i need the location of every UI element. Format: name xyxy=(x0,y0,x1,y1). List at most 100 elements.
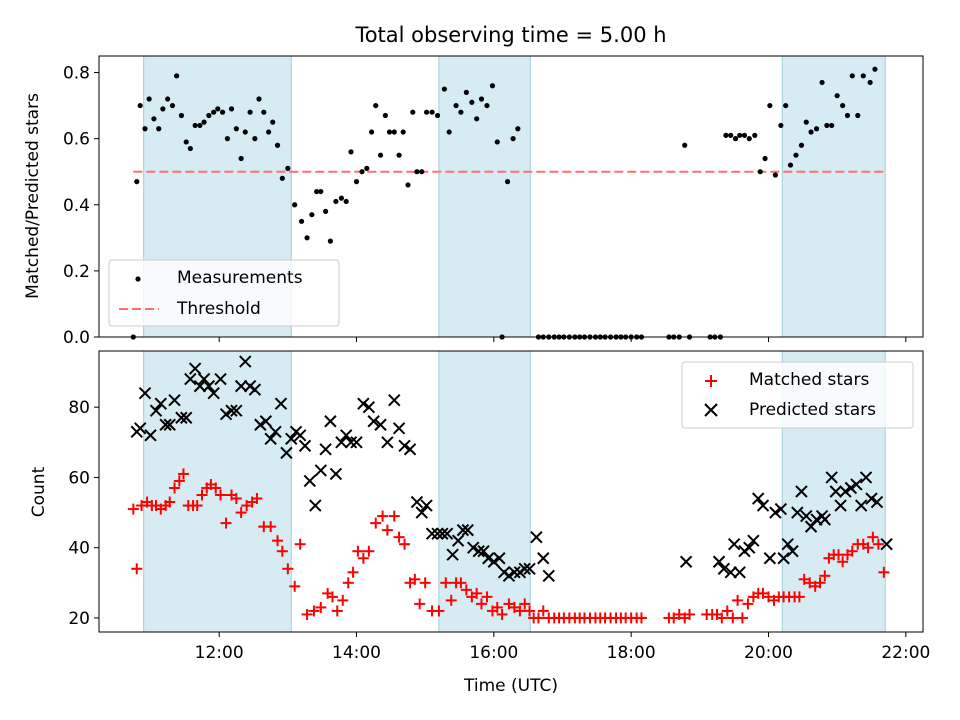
legend-predicted-marker xyxy=(704,403,718,417)
predicted-star-point xyxy=(133,422,147,435)
predicted-star-point xyxy=(362,400,376,414)
predicted-star-point xyxy=(502,569,516,583)
measurement-point xyxy=(400,129,406,135)
predicted-star-point xyxy=(679,555,693,568)
predicted-star-point xyxy=(844,481,858,495)
measurement-point xyxy=(510,136,516,142)
predicted-star-point xyxy=(477,545,490,558)
matched-star-point xyxy=(793,591,805,603)
predicted-star-point xyxy=(335,436,348,449)
matched-star-point xyxy=(173,475,185,487)
measurement-point xyxy=(169,102,176,109)
matched-star-point xyxy=(388,510,400,522)
measurement-point xyxy=(382,112,388,119)
measurement-point xyxy=(494,139,500,145)
measurement-point xyxy=(304,235,310,241)
matched-star-point xyxy=(289,580,301,592)
predicted-star-point xyxy=(392,422,406,435)
matched-star-point xyxy=(342,577,354,589)
predicted-star-point xyxy=(329,467,343,481)
predicted-star-point xyxy=(269,425,282,438)
measurement-point xyxy=(429,109,435,115)
predicted-star-point xyxy=(786,545,799,558)
predicted-star-point xyxy=(184,372,197,386)
predicted-star-point xyxy=(859,471,873,484)
matched-star-point xyxy=(409,573,421,585)
predicted-star-point xyxy=(388,393,401,407)
measurement-point xyxy=(860,73,866,79)
measurement-point xyxy=(728,132,734,138)
predicted-star-point xyxy=(834,499,847,512)
predicted-star-point xyxy=(230,404,243,417)
measurement-point xyxy=(855,112,861,119)
predicted-star-point xyxy=(727,537,741,551)
bottom-legend-box xyxy=(681,361,914,429)
measurement-point xyxy=(183,139,189,145)
matched-star-point xyxy=(331,605,343,617)
matched-star-point xyxy=(684,608,696,620)
top-plot-frame xyxy=(98,55,924,338)
measurement-point xyxy=(453,102,459,109)
predicted-star-point xyxy=(309,499,322,512)
measurement-point xyxy=(247,109,253,115)
predicted-star-point xyxy=(324,415,337,428)
measurement-point xyxy=(489,83,496,89)
measurement-point xyxy=(414,169,420,175)
matched-star-point xyxy=(471,587,483,599)
measurement-point xyxy=(266,129,272,135)
predicted-star-point xyxy=(446,548,459,561)
predicted-star-point xyxy=(214,372,227,386)
matched-star-point xyxy=(475,598,487,610)
measurement-point xyxy=(211,109,217,115)
matched-star-point xyxy=(742,598,754,610)
measurement-point xyxy=(228,106,235,112)
measurement-point xyxy=(151,116,157,122)
predicted-star-point xyxy=(420,499,433,512)
matched-star-point xyxy=(819,570,831,582)
measurement-point xyxy=(844,112,851,119)
measurement-point xyxy=(757,169,763,175)
predicted-star-point xyxy=(219,408,233,421)
matched-star-point xyxy=(220,517,232,529)
predicted-star-point xyxy=(197,372,211,386)
predicted-star-point xyxy=(264,432,277,446)
top-shaded-region-3 xyxy=(782,56,886,337)
measurement-point xyxy=(373,102,379,109)
measurement-point xyxy=(178,112,184,119)
predicted-star-point xyxy=(314,464,328,477)
measurement-point xyxy=(173,73,180,79)
measurement-point xyxy=(762,155,768,162)
top-y-axis-label: Matched/Predicted stars xyxy=(23,93,43,299)
matched-star-point xyxy=(363,545,375,557)
matched-star-point xyxy=(524,605,536,617)
x-tick-label: 12:00 xyxy=(195,643,244,663)
matched-star-point xyxy=(635,612,647,624)
measurement-point xyxy=(504,179,511,185)
matched-star-point xyxy=(414,598,426,610)
predicted-star-point xyxy=(179,411,193,424)
predicted-star-point xyxy=(487,555,501,568)
predicted-star-point xyxy=(207,386,220,400)
matched-star-point xyxy=(727,612,739,624)
matched-star-point xyxy=(846,545,858,557)
measurement-point xyxy=(160,106,166,112)
measurement-point xyxy=(872,66,878,72)
predicted-star-point xyxy=(508,566,521,579)
legend-measurements-label: Measurements xyxy=(177,268,303,288)
predicted-star-point xyxy=(854,499,868,512)
bottom-y-axis-label: Count xyxy=(29,466,49,517)
matched-star-point xyxy=(872,538,884,550)
matched-star-point xyxy=(381,524,393,536)
measurement-point xyxy=(391,129,397,135)
measurement-point xyxy=(732,136,739,142)
legend-predicted-label: Predicted stars xyxy=(749,400,876,420)
measurement-point xyxy=(446,129,452,135)
predicted-star-point xyxy=(763,552,777,565)
predicted-star-point xyxy=(436,527,449,540)
predicted-star-point xyxy=(756,499,770,512)
matched-star-point xyxy=(210,482,222,494)
matched-star-point xyxy=(440,577,452,589)
matched-star-point xyxy=(455,577,467,589)
matched-star-point xyxy=(164,496,176,508)
measurement-point xyxy=(840,102,846,109)
